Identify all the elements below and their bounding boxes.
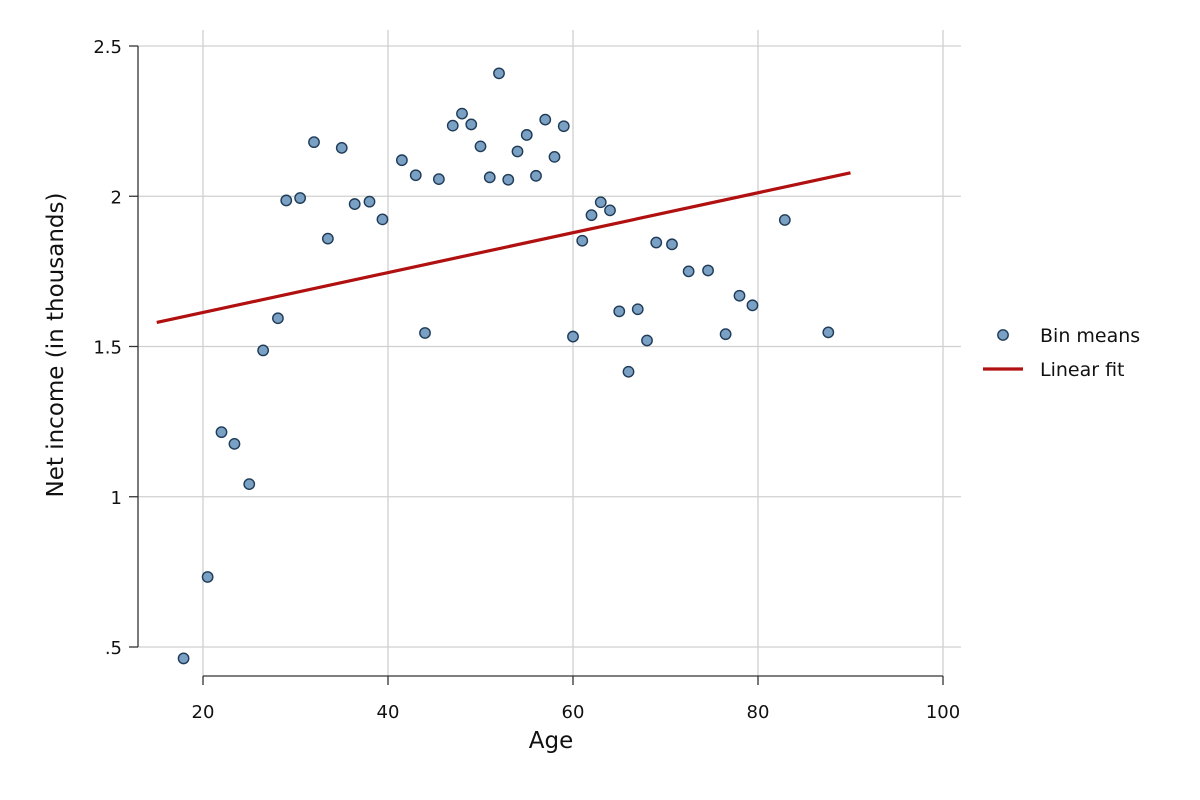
bin-mean-point (419, 327, 431, 339)
bin-mean-point (641, 334, 653, 347)
legend: Bin means Linear fit (983, 325, 1140, 381)
bin-mean-point (530, 169, 542, 182)
bin-mean-point (243, 478, 256, 491)
x-tick-label: 60 (562, 702, 585, 723)
bin-mean-point (613, 305, 626, 318)
scatter-points (177, 67, 835, 665)
y-tick-label: 1 (111, 488, 122, 509)
bin-mean-point (520, 129, 533, 141)
bin-mean-point (604, 204, 616, 217)
bin-mean-point (465, 118, 478, 131)
legend-label: Linear fit (1040, 359, 1125, 381)
bin-mean-point (474, 140, 487, 153)
bin-mean-point (294, 192, 307, 204)
bin-mean-point (257, 344, 270, 357)
bin-mean-point (511, 145, 524, 158)
bin-mean-point (177, 652, 190, 665)
legend-marker-bin-means (997, 329, 1009, 341)
bin-mean-point (719, 328, 732, 341)
bin-mean-point (539, 113, 552, 126)
bin-mean-point (585, 209, 598, 222)
bin-mean-point (395, 154, 408, 167)
bin-mean-point (446, 119, 459, 132)
bin-mean-point (321, 232, 334, 245)
linear-fit-line (156, 171, 851, 325)
bin-mean-point (778, 214, 791, 226)
bin-mean-point (557, 120, 570, 133)
bin-mean-point (308, 136, 320, 149)
x-tick-label: 100 (926, 702, 960, 723)
bin-mean-point (548, 150, 561, 163)
bin-mean-point (376, 213, 389, 226)
bin-mean-point (272, 312, 284, 325)
y-tick-label: 2.5 (93, 37, 122, 58)
bin-mean-point (228, 437, 241, 450)
bin-mean-point (822, 326, 835, 339)
bin-mean-point (432, 173, 445, 186)
bin-mean-point (650, 236, 663, 249)
bin-mean-point (348, 198, 361, 210)
x-axis-title: Age (529, 728, 573, 754)
y-tick-label: 2 (111, 187, 122, 208)
x-tick-label: 20 (192, 702, 215, 723)
bin-mean-point (682, 265, 695, 278)
bin-mean-point (733, 289, 746, 302)
bin-mean-point (702, 264, 714, 277)
y-axis-title: Net income (in thousands) (43, 193, 69, 498)
fit-line-layer (156, 171, 851, 325)
bin-mean-point (363, 195, 376, 208)
bin-mean-point (483, 171, 496, 184)
axes: 20 40 60 80 100 .5 1 1.5 2 2.5 (93, 37, 960, 723)
bin-mean-point (502, 173, 515, 186)
bin-mean-point (456, 107, 468, 120)
bin-mean-point (666, 238, 678, 251)
bin-mean-point (409, 169, 422, 182)
bin-mean-point (576, 234, 589, 247)
bin-mean-point (215, 426, 228, 439)
bin-mean-point (622, 365, 635, 378)
legend-label: Bin means (1040, 325, 1140, 347)
bin-mean-point (746, 299, 759, 312)
bin-mean-point (594, 196, 607, 209)
bin-mean-point (493, 67, 505, 80)
bin-mean-point (201, 571, 214, 583)
bin-mean-point (335, 141, 348, 154)
x-tick-label: 80 (747, 702, 770, 723)
bin-mean-point (567, 330, 579, 343)
y-tick-label: .5 (105, 638, 122, 659)
grid (138, 30, 961, 676)
bin-mean-point (280, 194, 293, 207)
x-tick-label: 40 (377, 702, 400, 723)
bin-mean-point (631, 303, 644, 316)
y-tick-label: 1.5 (93, 338, 122, 359)
